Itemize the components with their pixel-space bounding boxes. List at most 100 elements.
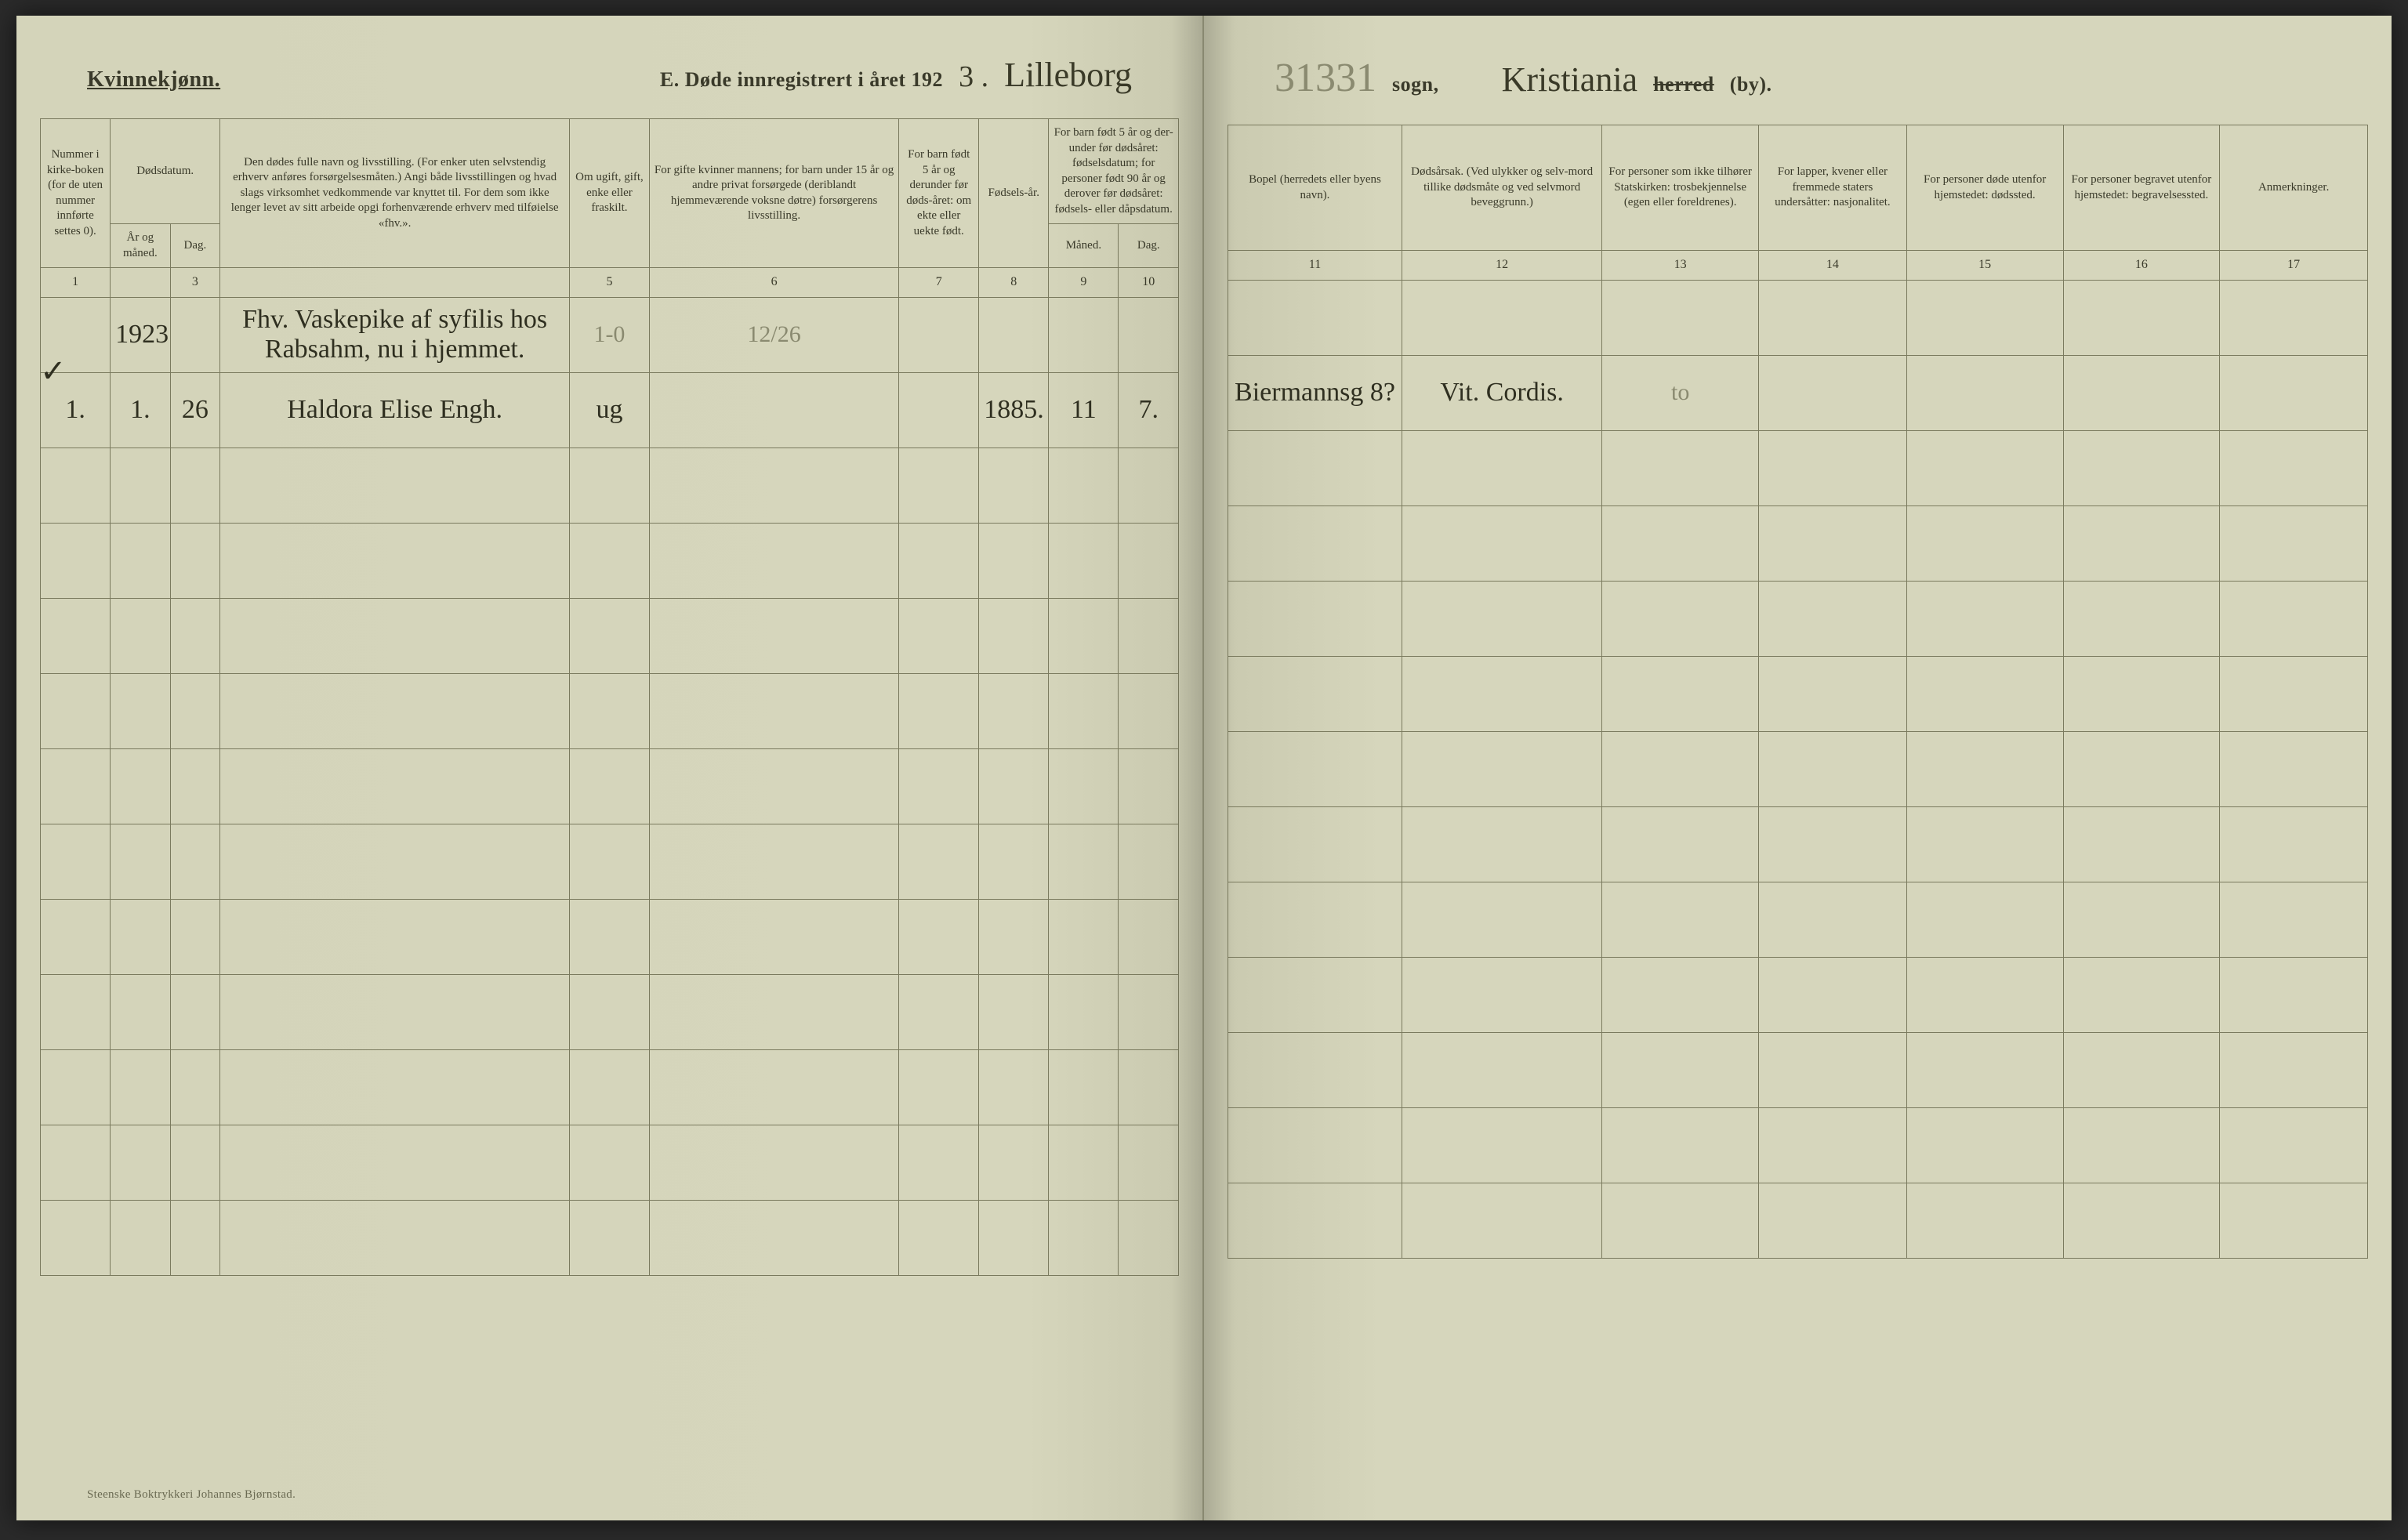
- cell-belief: [1602, 882, 1759, 957]
- cell-num: [41, 523, 111, 598]
- table-row: [1228, 731, 2368, 806]
- thead-right: Bopel (herredets eller byens navn). Døds…: [1228, 125, 2368, 281]
- colnum: 5: [570, 268, 650, 298]
- cell-name: [220, 1125, 570, 1200]
- cell-num: [41, 824, 111, 899]
- colnum: 11: [1228, 251, 1402, 281]
- cell-bday: 7.: [1119, 372, 1179, 448]
- cell-remarks: [2220, 1183, 2368, 1258]
- table-row: [41, 1049, 1179, 1125]
- table-row: [41, 523, 1179, 598]
- cell-yearmonth: [111, 1049, 170, 1125]
- cell-marital: [570, 824, 650, 899]
- cell-ekte: [899, 598, 979, 673]
- cell-cause: [1402, 806, 1601, 882]
- cell-birthyear: [979, 448, 1049, 523]
- cell-remarks: [2220, 806, 2368, 882]
- cell-bday: [1119, 598, 1179, 673]
- cell-yearmonth: [111, 598, 170, 673]
- cell-bday: [1119, 297, 1179, 372]
- cell-bday: [1119, 523, 1179, 598]
- cell-marital: [570, 974, 650, 1049]
- cell-deathplace: [1906, 355, 2063, 430]
- cell-ekte: [899, 523, 979, 598]
- col-header-bopel: Bopel (herredets eller byens navn).: [1228, 125, 1402, 251]
- cell-cause: [1402, 581, 1601, 656]
- col-header-remarks: Anmerkninger.: [2220, 125, 2368, 251]
- cell-cause: [1402, 505, 1601, 581]
- by-printed: (by).: [1730, 73, 1772, 96]
- cell-nation: [1759, 957, 1907, 1032]
- cell-bmonth: [1049, 1049, 1119, 1125]
- cell-ekte: [899, 1200, 979, 1275]
- cell-deathplace: [1906, 882, 2063, 957]
- cell-remarks: [2220, 430, 2368, 505]
- cell-day: [170, 523, 220, 598]
- cell-burialplace: [2063, 806, 2220, 882]
- cell-ekte: [899, 673, 979, 748]
- cell-bmonth: [1049, 297, 1119, 372]
- cell-name: [220, 974, 570, 1049]
- cell-bmonth: [1049, 899, 1119, 974]
- cell-marital: [570, 1200, 650, 1275]
- cell-ekte: [899, 899, 979, 974]
- cell-marital: [570, 673, 650, 748]
- cell-marital: ug: [570, 372, 650, 448]
- cell-yearmonth: [111, 748, 170, 824]
- colnum: 14: [1759, 251, 1907, 281]
- cell-burialplace: [2063, 1107, 2220, 1183]
- cell-day: [170, 899, 220, 974]
- cell-bopel: [1228, 731, 1402, 806]
- cell-belief: [1602, 1183, 1759, 1258]
- cell-provider: [649, 598, 898, 673]
- cell-nation: [1759, 505, 1907, 581]
- herred-printed: herred: [1653, 73, 1714, 96]
- tbody-right: Biermannsg 8?Vit. Cordis.to: [1228, 280, 2368, 1258]
- cell-remarks: [2220, 957, 2368, 1032]
- cell-belief: [1602, 430, 1759, 505]
- cell-nation: [1759, 430, 1907, 505]
- cell-num: [41, 974, 111, 1049]
- table-row: Biermannsg 8?Vit. Cordis.to: [1228, 355, 2368, 430]
- cell-day: [170, 1049, 220, 1125]
- cell-bday: [1119, 899, 1179, 974]
- cell-belief: [1602, 957, 1759, 1032]
- cell-num: [41, 1125, 111, 1200]
- cell-cause: [1402, 957, 1601, 1032]
- cell-nation: [1759, 1183, 1907, 1258]
- table-row: [41, 448, 1179, 523]
- cell-bmonth: 11: [1049, 372, 1119, 448]
- cell-name: [220, 824, 570, 899]
- register-table-right: Bopel (herredets eller byens navn). Døds…: [1228, 125, 2368, 1259]
- table-row: [41, 1125, 1179, 1200]
- cell-bmonth: [1049, 974, 1119, 1049]
- table-row: [1228, 1183, 2368, 1258]
- page-left: Kvinnekjønn. E. Døde innregistrert i åre…: [16, 16, 1204, 1520]
- cell-num: [41, 1200, 111, 1275]
- cell-yearmonth: 1.: [111, 372, 170, 448]
- cell-nation: [1759, 280, 1907, 355]
- cell-provider: [649, 1049, 898, 1125]
- cell-num: [41, 748, 111, 824]
- cell-deathplace: [1906, 280, 2063, 355]
- cell-bopel: [1228, 1032, 1402, 1107]
- cell-name: [220, 598, 570, 673]
- colnum: 6: [649, 268, 898, 298]
- cell-provider: [649, 1125, 898, 1200]
- cell-day: [170, 974, 220, 1049]
- table-row: [41, 899, 1179, 974]
- tbody-left: 1923.Fhv. Vaskepike af syfilis hos Rabsa…: [41, 297, 1179, 1275]
- colnum: 12: [1402, 251, 1601, 281]
- col-header-num: Nummer i kirke-boken (for de uten nummer…: [41, 119, 111, 268]
- cell-bopel: [1228, 1107, 1402, 1183]
- cell-bday: [1119, 824, 1179, 899]
- cell-bday: [1119, 448, 1179, 523]
- title-printed: E. Døde innregistrert i året 192: [660, 68, 943, 92]
- cell-burialplace: [2063, 430, 2220, 505]
- cell-day: [170, 824, 220, 899]
- cell-ekte: [899, 297, 979, 372]
- cell-remarks: [2220, 581, 2368, 656]
- colnum: 7: [899, 268, 979, 298]
- cell-ekte: [899, 748, 979, 824]
- cell-num: [41, 673, 111, 748]
